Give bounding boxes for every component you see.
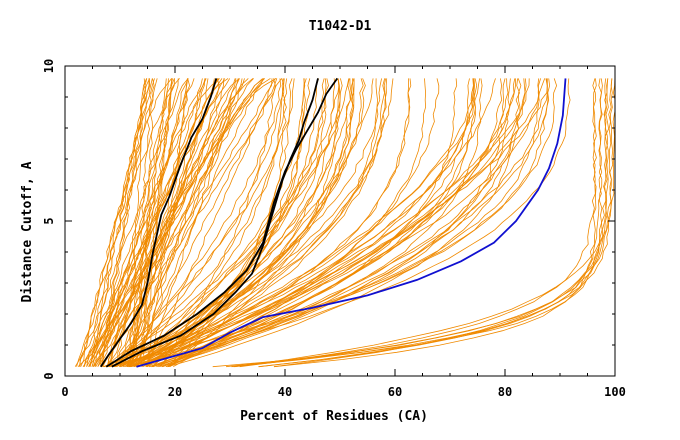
model-curve: [167, 78, 522, 368]
model-curve: [91, 78, 243, 367]
y-axis-label: Distance Cutoff, A: [20, 161, 35, 302]
model-curve: [134, 78, 153, 367]
model-curve: [95, 78, 223, 367]
model-curve: [152, 78, 503, 368]
model-curve: [141, 78, 173, 367]
model-curve: [161, 78, 475, 368]
model-curve: [101, 78, 249, 367]
x-tick-label: 80: [498, 385, 512, 399]
model-curve: [107, 78, 295, 367]
model-curve: [128, 78, 478, 368]
model-curve: [86, 78, 150, 367]
model-curve: [165, 78, 551, 368]
model-curve: [88, 78, 220, 367]
x-tick-label: 60: [388, 385, 402, 399]
model-curve: [79, 78, 179, 367]
model-curve: [231, 78, 609, 368]
model-curve: [274, 78, 610, 368]
model-curve: [123, 78, 410, 368]
model-curve: [138, 78, 220, 367]
y-tick-label: 10: [42, 59, 56, 73]
model-curve: [120, 78, 285, 368]
model-curve: [127, 78, 350, 367]
model-curve: [118, 78, 516, 368]
model-curve: [273, 78, 597, 368]
model-curve: [145, 78, 352, 368]
model-curve: [105, 78, 549, 368]
model-curve: [131, 78, 388, 368]
model-curve: [126, 78, 220, 367]
model-curve: [84, 78, 225, 367]
model-curve: [151, 78, 506, 368]
model-curve: [131, 78, 169, 367]
y-tick-label: 5: [42, 217, 56, 224]
model-curve: [109, 78, 340, 368]
model-curve: [258, 78, 603, 368]
model-curve: [116, 78, 341, 368]
model-curve: [106, 78, 285, 368]
x-axis-ticks: 0 20 40 60 80 100: [61, 66, 626, 399]
model-curve: [108, 78, 541, 368]
model-curve: [120, 78, 516, 368]
model-curve: [212, 78, 603, 368]
model-curve: [126, 78, 374, 368]
highlight-curve-4: [136, 78, 567, 368]
highlight-curve-3: [111, 78, 319, 368]
x-tick-label: 0: [61, 385, 68, 399]
model-curve: [134, 78, 286, 368]
model-curve: [167, 78, 509, 368]
plot-lines: [74, 77, 615, 368]
x-axis-label: Percent of Residues (CA): [240, 409, 428, 424]
model-curve: [92, 78, 278, 367]
model-curve: [113, 78, 282, 367]
model-curve: [133, 78, 306, 368]
model-curve: [128, 78, 558, 368]
model-curve: [113, 78, 540, 368]
model-curve: [106, 78, 254, 367]
model-curve: [127, 78, 480, 368]
model-curve: [145, 78, 245, 367]
model-curve: [148, 78, 548, 368]
model-curve: [139, 78, 175, 367]
model-curve: [80, 78, 155, 367]
model-curve: [97, 78, 147, 367]
model-curve: [165, 78, 496, 368]
chart-title: T1042-D1: [309, 19, 372, 34]
model-curve: [100, 78, 158, 367]
model-curve: [102, 78, 173, 367]
model-curve: [234, 78, 615, 368]
model-curve: [76, 78, 180, 367]
model-curve: [239, 78, 597, 368]
x-tick-label: 100: [604, 385, 626, 399]
x-tick-label: 40: [278, 385, 292, 399]
model-curve: [107, 78, 189, 367]
model-curve: [103, 78, 386, 368]
model-curve: [161, 78, 520, 368]
highlight-curve-2: [105, 77, 339, 368]
highlight-curve-1: [100, 78, 218, 368]
model-curve: [146, 78, 355, 368]
y-tick-label: 0: [42, 372, 56, 379]
x-tick-label: 20: [168, 385, 182, 399]
model-curve: [114, 78, 263, 367]
model-curve: [107, 78, 229, 367]
model-curve: [130, 78, 351, 368]
model-curve: [136, 78, 527, 368]
model-curve: [146, 78, 276, 367]
model-curve: [137, 78, 355, 368]
model-curve: [140, 78, 155, 367]
model-curve: [129, 78, 571, 368]
y-axis-ticks: 0 5 10: [42, 59, 615, 380]
